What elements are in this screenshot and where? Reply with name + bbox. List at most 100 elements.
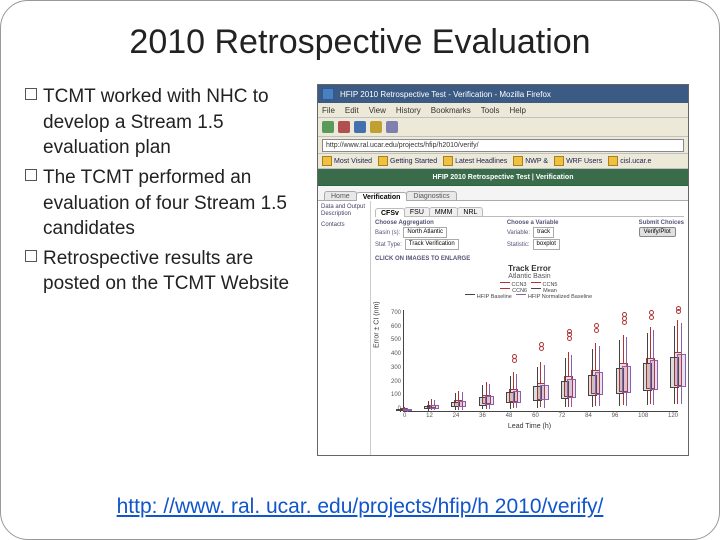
outlier-point bbox=[594, 323, 599, 328]
enlarge-hint: CLICK ON IMAGES TO ENLARGE bbox=[375, 256, 684, 262]
sidebar-link[interactable]: Contacts bbox=[321, 222, 367, 229]
box-whisker bbox=[622, 337, 631, 411]
outlier-point bbox=[539, 346, 544, 351]
legend-swatch bbox=[531, 288, 541, 289]
outlier-point bbox=[567, 336, 572, 341]
url-field[interactable]: http://www.ral.ucar.edu/projects/hfip/h2… bbox=[322, 139, 684, 152]
bullet-text: The TCMT performed an evaluation of four… bbox=[43, 165, 305, 242]
aggregation-col: Choose Aggregation Basin (s):North Atlan… bbox=[375, 220, 497, 250]
box-whisker bbox=[403, 408, 412, 411]
toolbar-icon[interactable] bbox=[322, 121, 334, 133]
submit-label: Submit Choices bbox=[639, 220, 684, 226]
toolbar bbox=[318, 118, 688, 137]
chart-title: Track Error bbox=[375, 264, 684, 273]
y-tick: 100 bbox=[383, 392, 401, 398]
bookmark-icon bbox=[378, 156, 388, 166]
bookmark-item[interactable]: Latest Headlines bbox=[443, 156, 507, 166]
box-whisker bbox=[458, 392, 467, 411]
legend-swatch bbox=[500, 282, 510, 283]
x-tick: 108 bbox=[638, 413, 648, 421]
window-title-bar: HFIP 2010 Retrospective Test - Verificat… bbox=[318, 85, 688, 103]
primary-tab[interactable]: Verification bbox=[356, 192, 408, 201]
box-whisker bbox=[595, 346, 604, 411]
stattype-select[interactable]: Track Verification bbox=[405, 239, 459, 250]
legend-label: HFIP Baseline bbox=[477, 294, 512, 300]
aggregation-label: Choose Aggregation bbox=[375, 220, 497, 226]
controls-row: Choose Aggregation Basin (s):North Atlan… bbox=[375, 220, 684, 250]
bullet-box-icon bbox=[25, 88, 37, 100]
model-tab[interactable]: NRL bbox=[457, 207, 483, 216]
outlier-point bbox=[649, 310, 654, 315]
track-error-chart[interactable]: Track Error Atlantic Basin CCN3 CCN5 CCN… bbox=[375, 264, 684, 432]
menu-item[interactable]: View bbox=[369, 106, 386, 115]
menu-item[interactable]: Tools bbox=[481, 106, 500, 115]
y-tick: 700 bbox=[383, 310, 401, 316]
bookmark-icon bbox=[322, 156, 332, 166]
y-tick: 300 bbox=[383, 365, 401, 371]
x-tick: 0 bbox=[403, 413, 406, 421]
outlier-point bbox=[567, 329, 572, 334]
bookmark-icon bbox=[608, 156, 618, 166]
bookmark-item[interactable]: Getting Started bbox=[378, 156, 437, 166]
bookmark-item[interactable]: cisl.ucar.e bbox=[608, 156, 651, 166]
toolbar-icon[interactable] bbox=[338, 121, 350, 133]
menu-item[interactable]: Help bbox=[509, 106, 525, 115]
page-header: HFIP 2010 Retrospective Test | Verificat… bbox=[318, 169, 688, 186]
box-whisker bbox=[513, 374, 522, 411]
basin-select[interactable]: North Atlantic bbox=[403, 227, 447, 238]
x-tick: 120 bbox=[668, 413, 678, 421]
menu-item[interactable]: File bbox=[322, 106, 335, 115]
variable-select[interactable]: track bbox=[533, 227, 554, 238]
bullet-list: TCMT worked with NHC to develop a Stream… bbox=[25, 84, 305, 456]
legend-swatch bbox=[531, 282, 541, 283]
page-content: Data and Output Description Contacts CFSv… bbox=[318, 201, 688, 455]
outlier-point bbox=[594, 328, 599, 333]
primary-tab[interactable]: Home bbox=[324, 191, 357, 200]
toolbar-icon[interactable] bbox=[370, 121, 382, 133]
sidebar-link[interactable]: Data and Output Description bbox=[321, 204, 367, 218]
outlier-point bbox=[622, 320, 627, 325]
menu-item[interactable]: Edit bbox=[345, 106, 359, 115]
outlier-point bbox=[512, 358, 517, 363]
statistic-select[interactable]: boxplot bbox=[533, 239, 560, 250]
submit-button[interactable]: Verify/Plot bbox=[639, 227, 676, 237]
x-tick: 36 bbox=[479, 413, 486, 421]
bookmark-label: Getting Started bbox=[390, 158, 437, 165]
x-tick: 24 bbox=[453, 413, 460, 421]
bookmark-icon bbox=[513, 156, 523, 166]
x-tick: 96 bbox=[612, 413, 619, 421]
primary-tab[interactable]: Diagnostics bbox=[406, 191, 456, 200]
bullet-text: TCMT worked with NHC to develop a Stream… bbox=[43, 84, 305, 161]
bookmark-item[interactable]: Most Visited bbox=[322, 156, 372, 166]
menu-bar: File Edit View History Bookmarks Tools Help bbox=[318, 103, 688, 118]
bullet-item: TCMT worked with NHC to develop a Stream… bbox=[25, 84, 305, 161]
model-tab[interactable]: FSU bbox=[404, 207, 430, 216]
bullet-box-icon bbox=[25, 169, 37, 181]
bullet-item: Retrospective results are posted on the … bbox=[25, 246, 305, 297]
window-title-text: HFIP 2010 Retrospective Test - Verificat… bbox=[340, 90, 551, 99]
footer-link[interactable]: http: //www. ral. ucar. edu/projects/hfi… bbox=[1, 495, 719, 519]
bookmark-item[interactable]: WRF Users bbox=[554, 156, 602, 166]
statistic-key: Statistic: bbox=[507, 242, 530, 248]
bookmark-label: NWP & bbox=[525, 158, 548, 165]
toolbar-icon[interactable] bbox=[354, 121, 366, 133]
bookmark-item[interactable]: NWP & bbox=[513, 156, 548, 166]
bookmark-label: Latest Headlines bbox=[455, 158, 507, 165]
model-tab[interactable]: CFSv bbox=[375, 208, 405, 217]
page-viewport: HFIP 2010 Retrospective Test | Verificat… bbox=[318, 169, 688, 455]
menu-item[interactable]: History bbox=[396, 106, 421, 115]
slide-frame: 2010 Retrospective Evaluation TCMT worke… bbox=[0, 0, 720, 540]
variable-col: Choose a Variable Variable:track Statist… bbox=[507, 220, 629, 250]
main-panel: CFSvFSUMMMNRL Choose Aggregation Basin (… bbox=[371, 201, 688, 455]
legend-swatch bbox=[465, 294, 475, 295]
model-tab[interactable]: MMM bbox=[429, 207, 459, 216]
toolbar-icon[interactable] bbox=[386, 121, 398, 133]
menu-item[interactable]: Bookmarks bbox=[431, 106, 471, 115]
bullet-text: Retrospective results are posted on the … bbox=[43, 246, 305, 297]
bookmarks-bar: Most Visited Getting Started Latest Headli… bbox=[318, 154, 688, 169]
y-tick: 400 bbox=[383, 351, 401, 357]
browser-screenshot: HFIP 2010 Retrospective Test - Verificat… bbox=[317, 84, 689, 456]
x-tick: 84 bbox=[585, 413, 592, 421]
y-tick: 0 bbox=[383, 406, 401, 412]
outlier-point bbox=[622, 316, 627, 321]
